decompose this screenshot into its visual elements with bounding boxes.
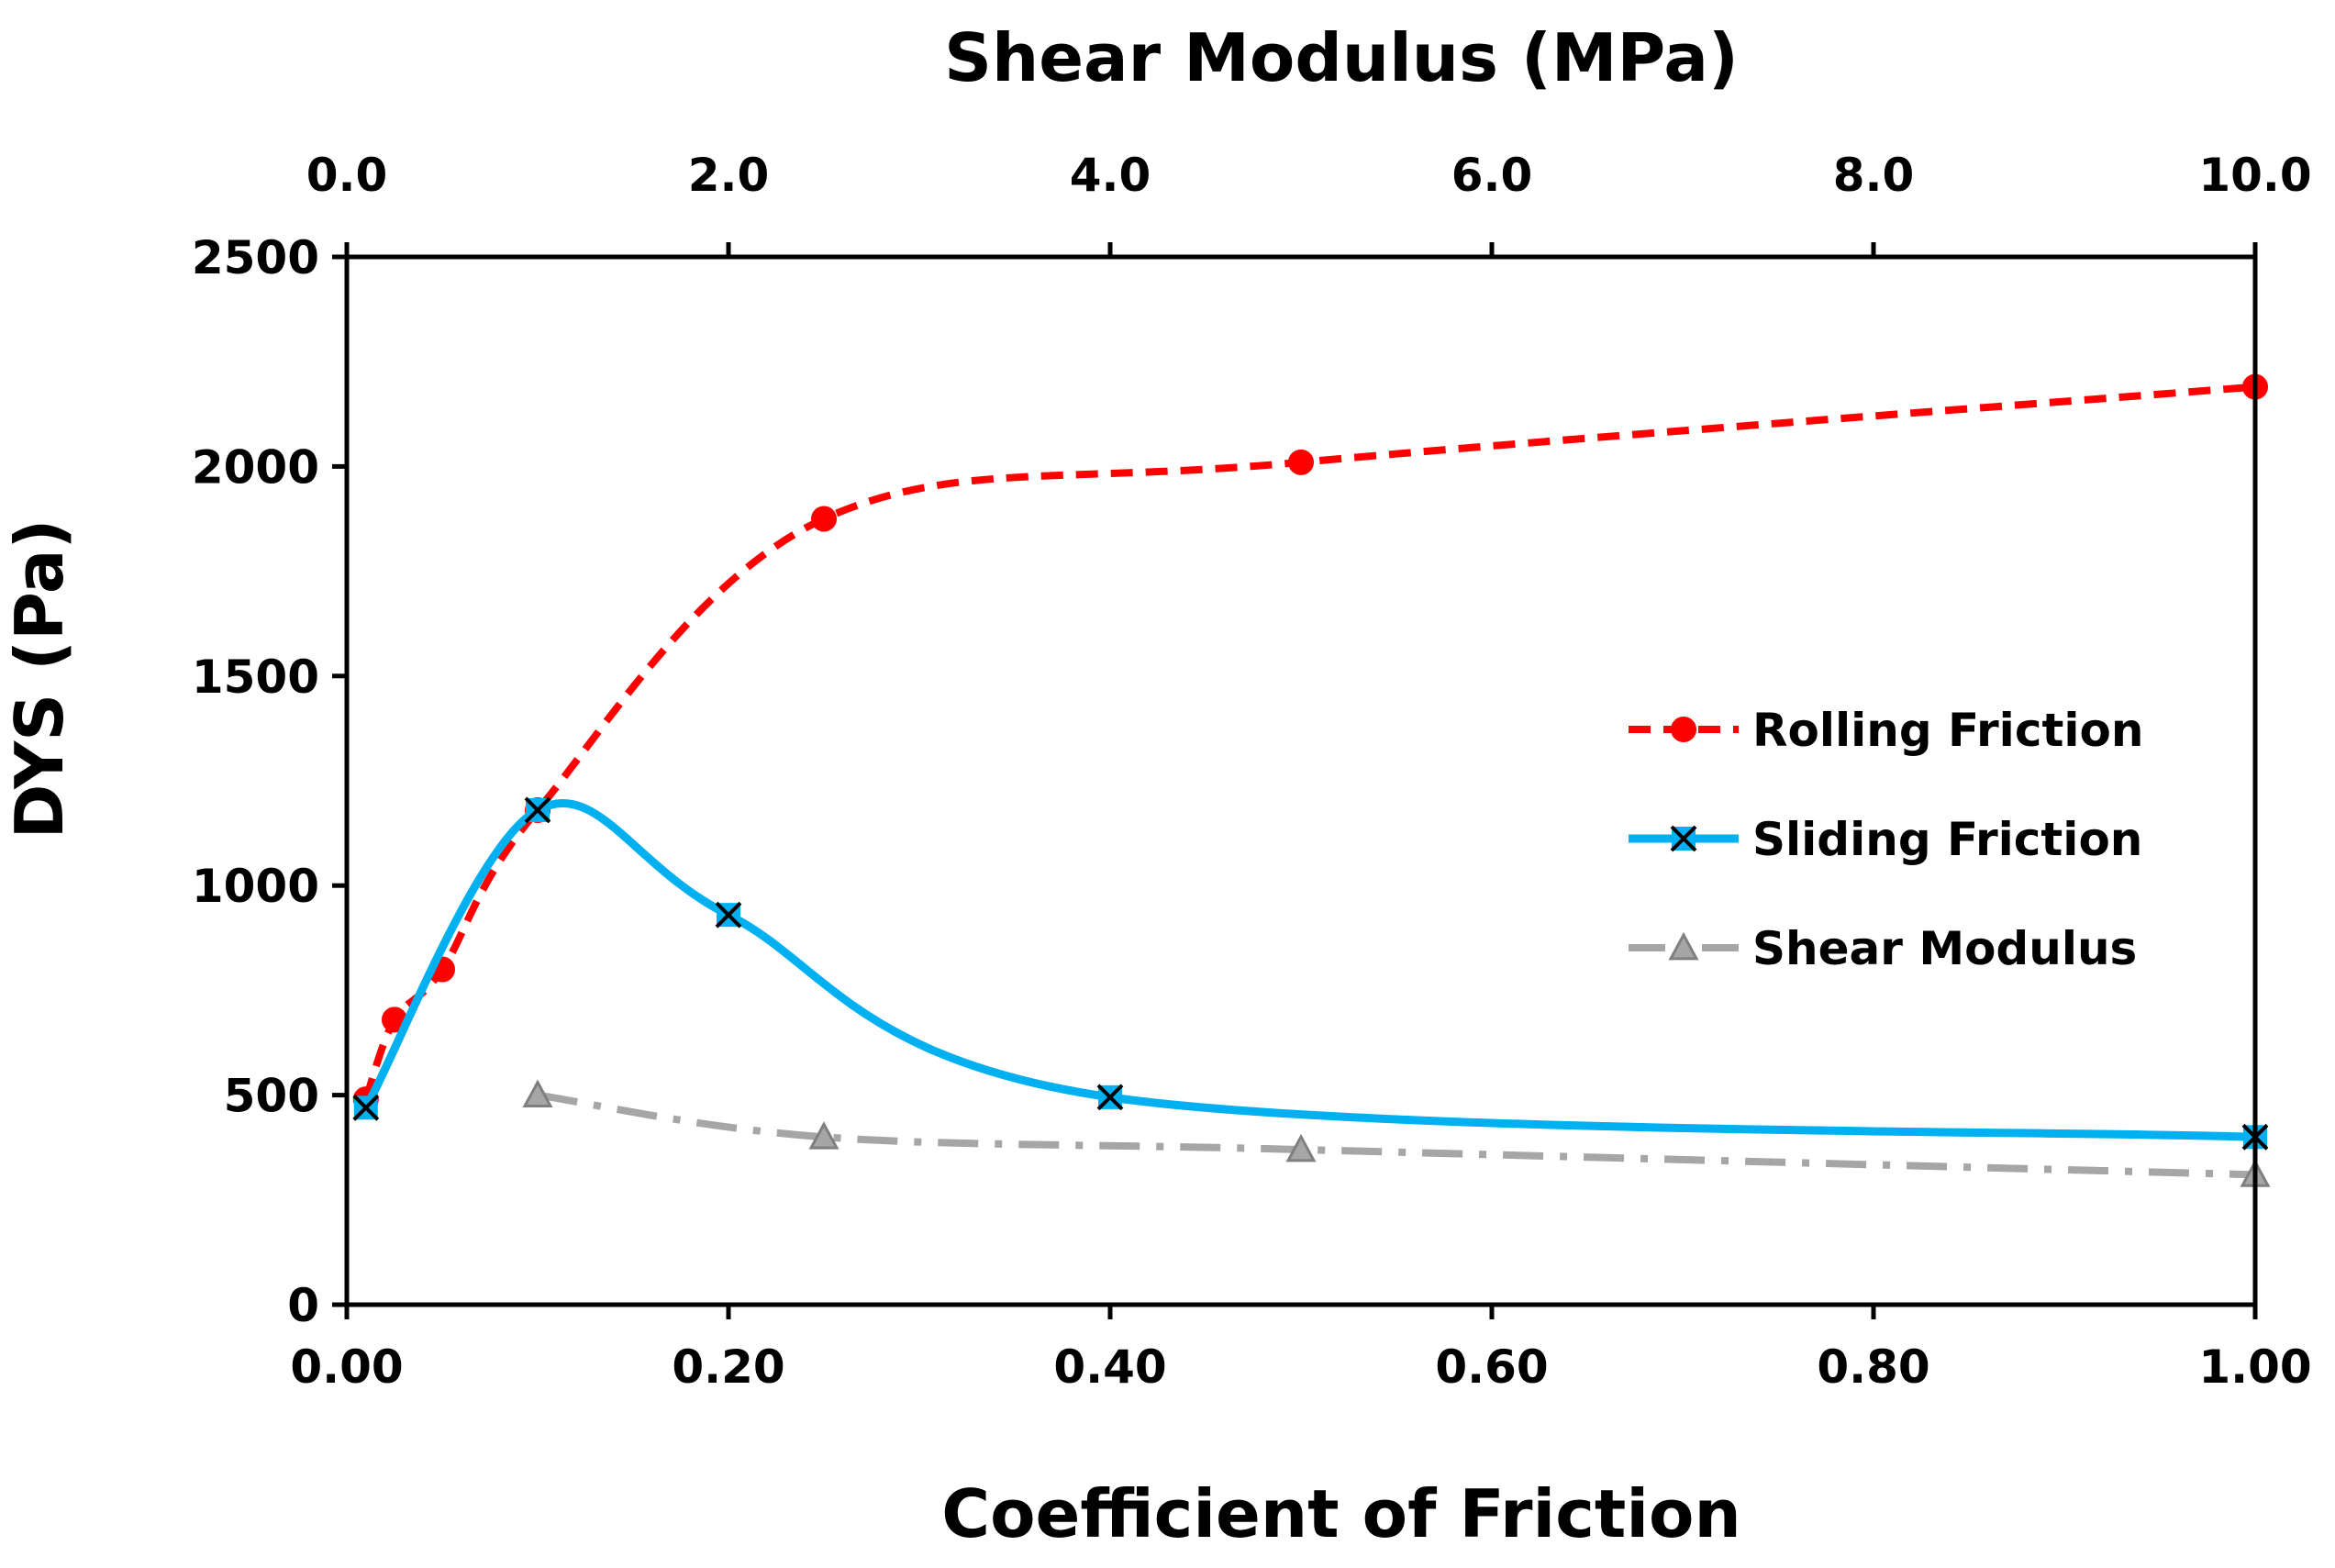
x2-tick-label: 0.0: [306, 149, 388, 202]
data-point: [1288, 449, 1314, 475]
legend: Rolling Friction Sliding Friction Shear Mo…: [1629, 704, 2143, 975]
x2-tick-label: 4.0: [1070, 149, 1151, 202]
marker-cross: [524, 796, 551, 824]
ticks-layer: 0.00 0.20 0.40 0.60 0.80 1.00 0.0 2.0 4.0 6.0 8.0 1…: [192, 149, 2312, 1394]
legend-item: Sliding Friction: [1629, 813, 2142, 866]
series-rolling-friction: [352, 373, 2268, 1113]
y-tick-label: 2000: [192, 440, 319, 494]
y-tick-label: 2500: [192, 231, 319, 284]
series-line: [537, 1091, 2256, 1179]
plot-frame: [344, 254, 2258, 1307]
legend-swatch-marker: [1668, 931, 1699, 961]
data-point: [522, 1079, 553, 1107]
legend-swatch-marker: [1670, 825, 1697, 852]
legend-label: Sliding Friction: [1752, 813, 2142, 866]
y-tick-label: 0: [287, 1279, 319, 1332]
top-axis-title: Shear Modulus (MPa): [944, 19, 1739, 96]
x-tick-label: 1.00: [2198, 1340, 2311, 1394]
marker-cross: [1096, 1084, 1124, 1111]
y-tick-label: 1000: [192, 860, 319, 913]
x2-tick-label: 10.0: [2198, 149, 2311, 202]
legend-swatch-marker: [1671, 717, 1696, 742]
data-point: [715, 901, 742, 929]
legend-label: Shear Modulus: [1752, 922, 2137, 975]
x2-tick-label: 2.0: [688, 149, 770, 202]
x-tick-label: 0.20: [672, 1340, 784, 1394]
series-layer: [352, 373, 2271, 1187]
x-tick-label: 0.60: [1435, 1340, 1548, 1394]
bottom-axis-title: Coefficient of Friction: [941, 1475, 1741, 1552]
data-point: [1285, 1133, 1317, 1162]
data-point: [524, 796, 551, 824]
x-tick-label: 0.80: [1817, 1340, 1929, 1394]
x2-tick-label: 8.0: [1833, 149, 1915, 202]
legend-label: Rolling Friction: [1752, 704, 2143, 757]
legend-item: Rolling Friction: [1629, 704, 2143, 757]
legend-item: Shear Modulus: [1629, 922, 2137, 975]
x2-tick-label: 6.0: [1451, 149, 1533, 202]
series-sliding-friction: [352, 796, 2269, 1151]
series-shear-modulus: [522, 1079, 2271, 1187]
marker-cross: [352, 1094, 380, 1121]
x-tick-label: 0.00: [290, 1340, 403, 1394]
data-point: [808, 1121, 839, 1150]
x-tick-label: 0.40: [1053, 1340, 1166, 1394]
y-tick-label: 1500: [192, 651, 319, 704]
data-point: [811, 506, 837, 532]
series-line: [362, 383, 2256, 1101]
y-axis-title: DYS (Pa): [1, 519, 78, 840]
series-line: [361, 799, 2256, 1141]
marker-cross: [1670, 825, 1697, 852]
data-point: [352, 1094, 380, 1121]
y-tick-label: 500: [224, 1070, 319, 1123]
data-point: [1096, 1084, 1124, 1111]
marker-cross: [715, 901, 742, 929]
